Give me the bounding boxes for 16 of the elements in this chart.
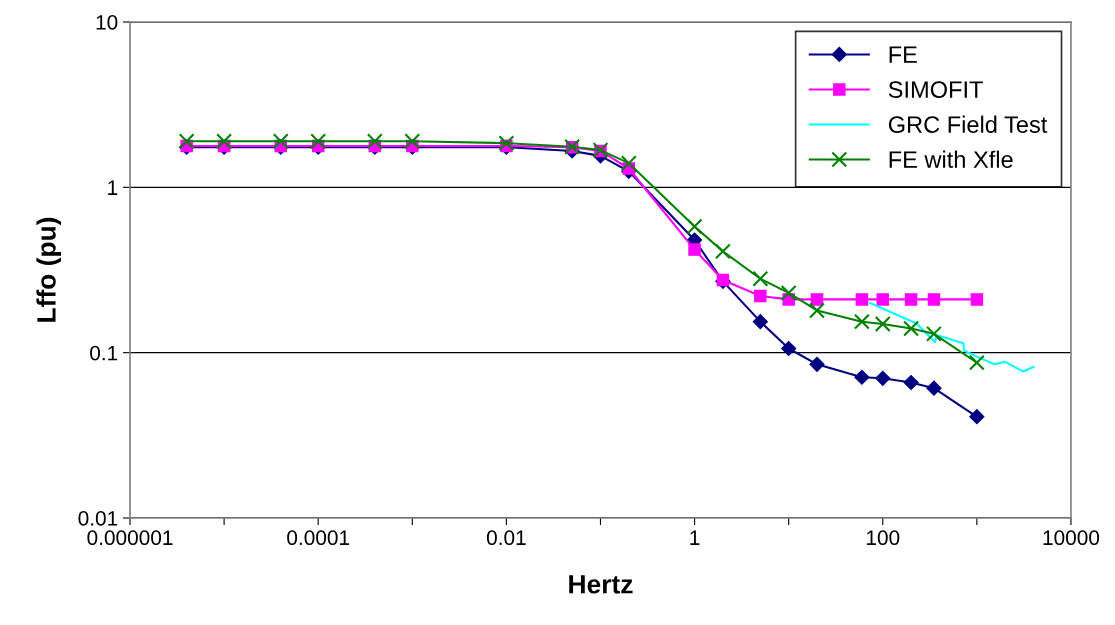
legend-label: GRC Field Test xyxy=(888,115,1048,133)
x-tick-label: 0.01 xyxy=(486,530,526,546)
x-tick-label: 0.0001 xyxy=(287,530,350,546)
x-tick-label: 100 xyxy=(866,530,900,546)
y-axis-title: Lffo (pu) xyxy=(36,217,61,322)
legend-label: SIMOFIT xyxy=(888,81,983,98)
y-tick-label: 10 xyxy=(96,15,118,30)
legend-label: FE xyxy=(889,46,917,63)
x-axis-title: Hertz xyxy=(569,575,633,594)
y-tick-label: 0.01 xyxy=(78,511,118,526)
x-tick-label: 10000 xyxy=(1043,530,1100,546)
x-tick-label: 1 xyxy=(690,530,700,545)
y-tick-label: 0.1 xyxy=(90,345,118,361)
x-tick-label: 0.000001 xyxy=(87,530,173,546)
y-tick-label: 1 xyxy=(108,180,118,195)
legend-label: FE with Xfle xyxy=(889,150,1013,168)
